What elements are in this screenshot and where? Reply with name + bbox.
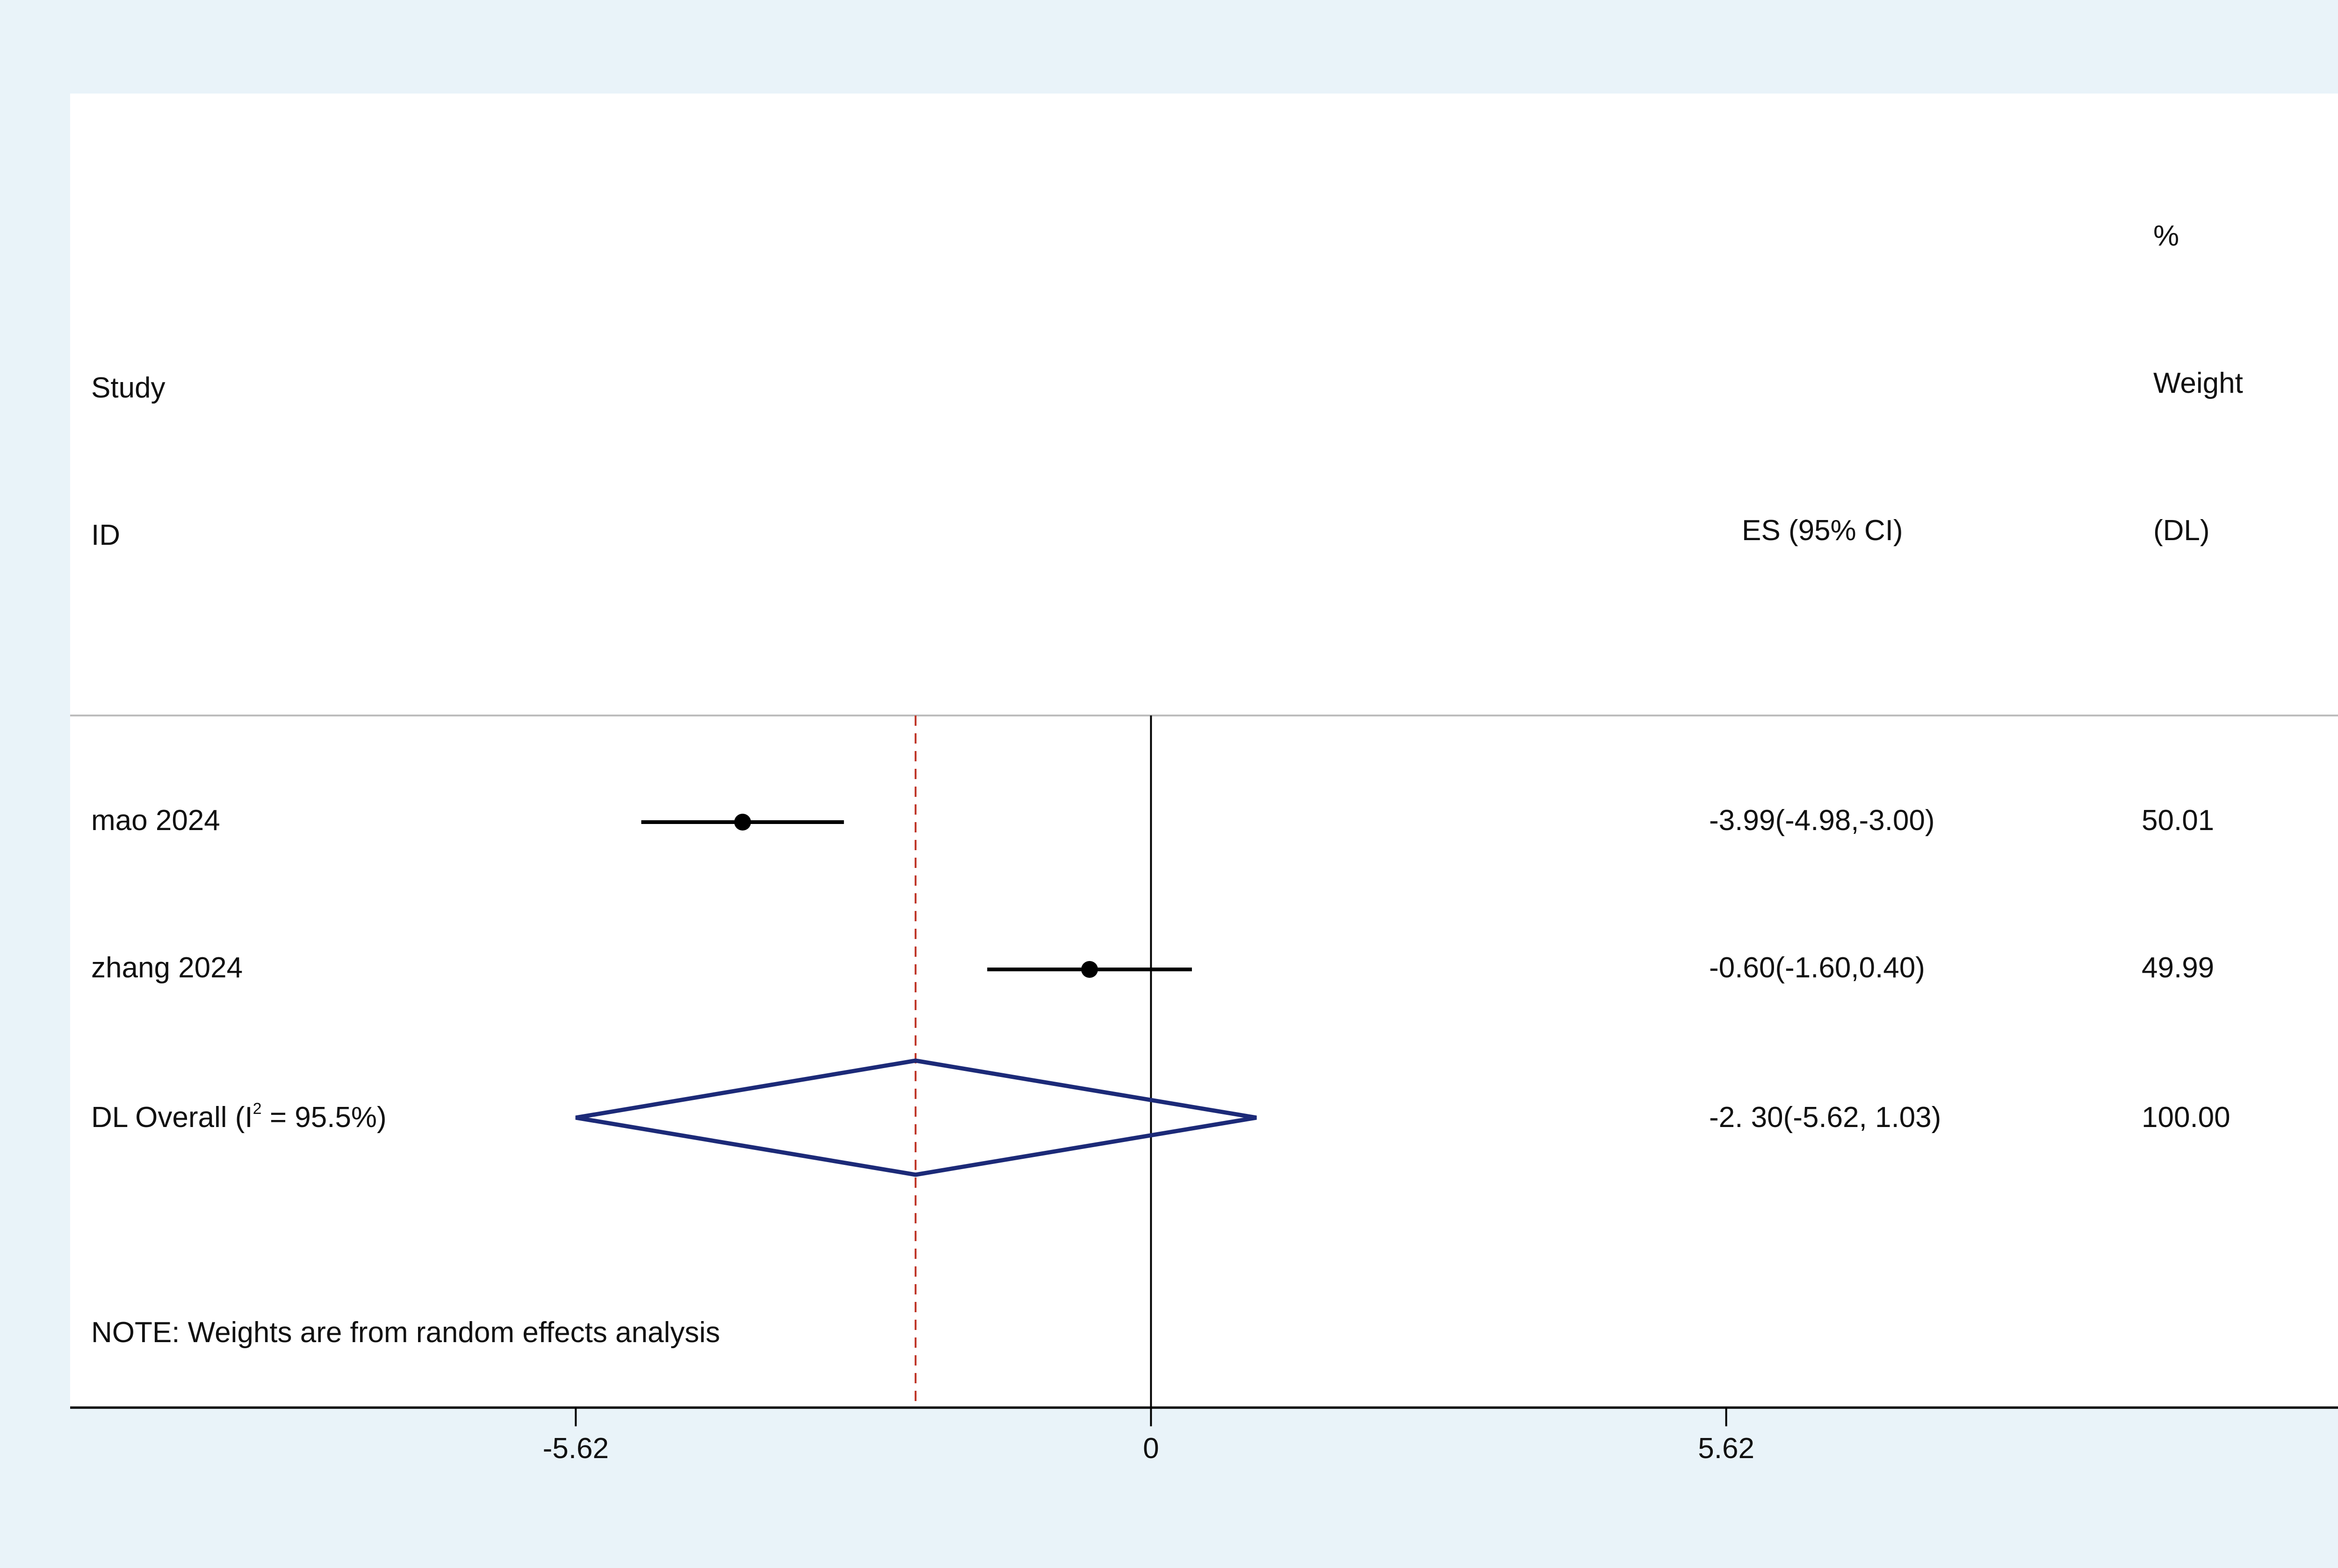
overall-label-prefix: DL Overall (I (91, 1101, 253, 1134)
footnote: NOTE: Weights are from random effects an… (91, 1316, 720, 1349)
x-tick-label: 5.62 (1698, 1432, 1754, 1465)
header-study: Study (91, 372, 166, 404)
study-point-estimate (734, 814, 751, 831)
study-label: mao 2024 (91, 804, 220, 837)
header-id: ID (91, 519, 120, 551)
plot-panel (70, 94, 2338, 1408)
overall-label-suffix: = 95.5%) (262, 1101, 387, 1134)
overall-label-sup: 2 (253, 1100, 262, 1118)
overall-weight: 100.00 (2142, 1101, 2230, 1134)
study-label: zhang 2024 (91, 952, 243, 984)
study-es-text: -0.60(-1.60,0.40) (1709, 952, 1925, 984)
header-es: ES (95% CI) (1742, 514, 1903, 547)
header-weight: Weight (2153, 367, 2243, 399)
overall-es-text: -2. 30(-5.62, 1.03) (1709, 1101, 1941, 1134)
study-point-estimate (1081, 961, 1098, 978)
overall-diamond (575, 1058, 1257, 1177)
plot-marks: -5.62 0 5.62 (543, 715, 1754, 1465)
header-percent: % (2153, 220, 2179, 252)
study-weight: 49.99 (2142, 952, 2214, 984)
overall-label: DL Overall (I2 = 95.5%) (91, 1100, 387, 1134)
header-dl: (DL) (2153, 514, 2210, 547)
study-weight: 50.01 (2142, 804, 2214, 837)
x-tick-label: -5.62 (543, 1432, 609, 1465)
x-tick-label: 0 (1143, 1432, 1159, 1465)
study-es-text: -3.99(-4.98,-3.00) (1709, 804, 1934, 837)
